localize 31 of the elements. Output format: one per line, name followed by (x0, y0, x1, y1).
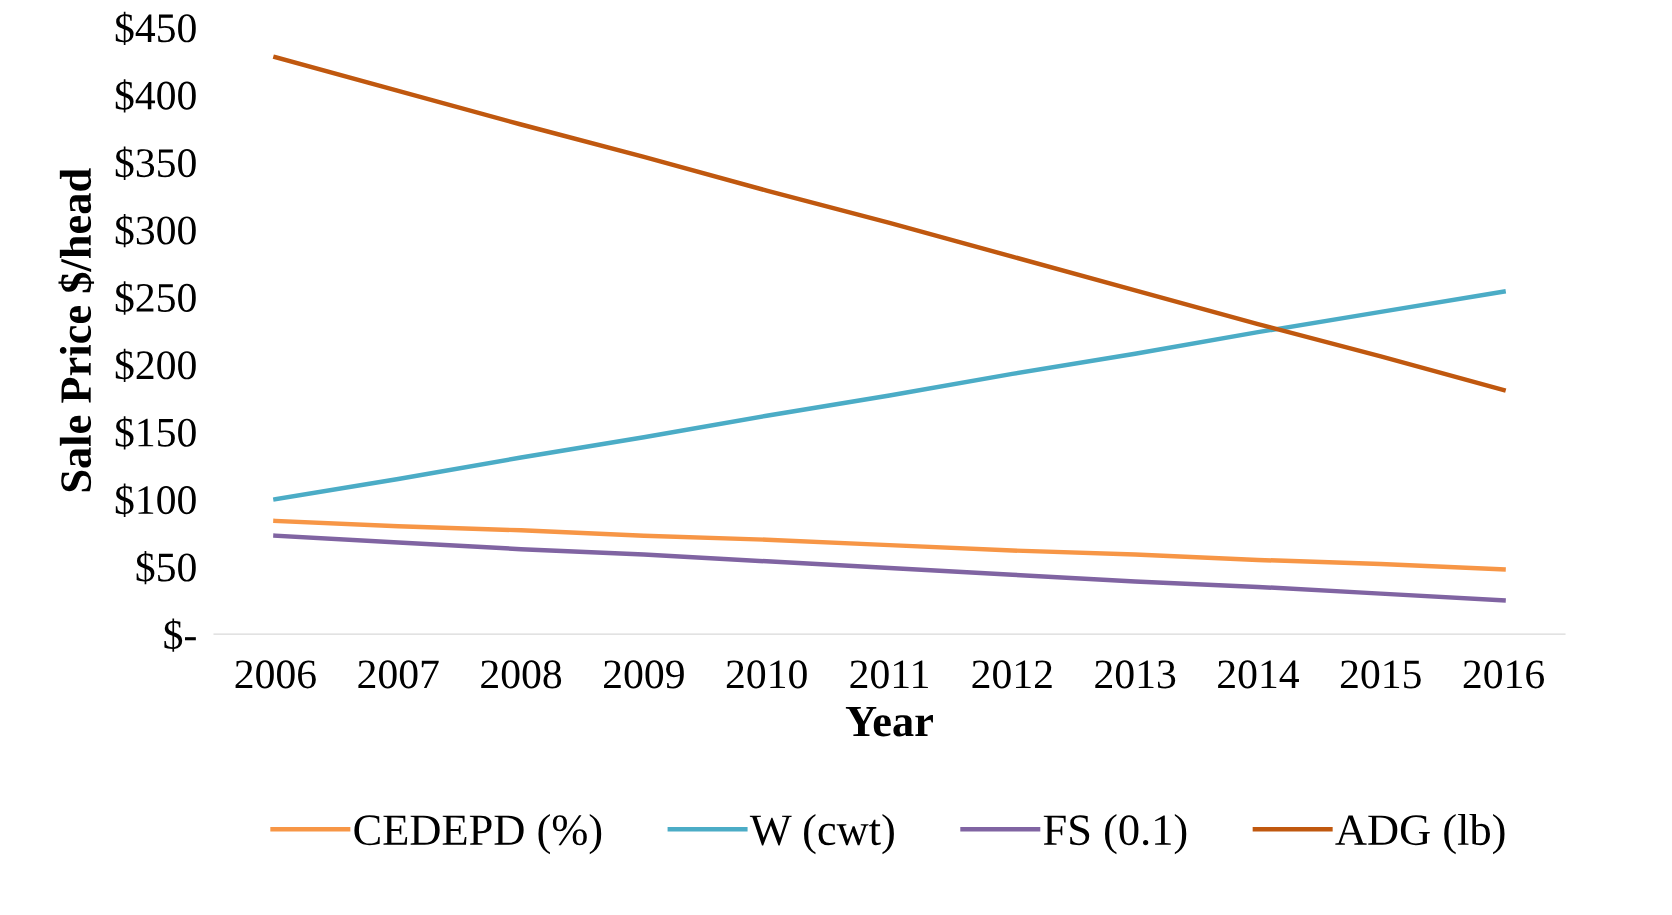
x-tick-label: 2009 (604, 660, 684, 689)
y-tick-label: $300 (115, 213, 196, 248)
y-tick-label: $100 (115, 483, 196, 517)
x-tick-label: 2008 (481, 660, 562, 689)
x-tick-label: 2012 (972, 660, 1052, 689)
y-axis-title: Sale Price $/head (58, 168, 95, 492)
y-tick-label: $- (164, 618, 196, 652)
legend-label: W (cwt) (749, 813, 894, 855)
y-tick-label: $50 (136, 550, 196, 585)
y-tick-label: $150 (115, 416, 196, 450)
line-series (273, 533, 1506, 603)
y-tick-label: $450 (115, 11, 196, 46)
x-tick-label: 2010 (726, 660, 807, 689)
y-tick-label: $250 (115, 281, 196, 315)
line-series (273, 54, 1506, 393)
y-tick-label: $200 (115, 348, 196, 383)
x-tick-label: 2014 (1218, 660, 1299, 689)
x-tick-label: 2013 (1095, 660, 1176, 689)
x-tick-label: 2016 (1463, 660, 1545, 689)
x-tick-label: 2015 (1340, 660, 1421, 689)
x-tick-label: 2007 (358, 660, 439, 689)
x-axis-title: Year (845, 706, 933, 737)
legend-label: CEDEPD (%) (354, 813, 602, 855)
line-series (273, 289, 1506, 502)
x-tick-label: 2006 (235, 660, 316, 689)
legend-label: FS (0.1) (1043, 813, 1187, 855)
line-series (273, 518, 1506, 572)
y-tick-label: $400 (115, 79, 196, 113)
x-tick-label: 2011 (850, 660, 928, 689)
legend-label: ADG (lb) (1335, 813, 1505, 855)
y-tick-label: $350 (115, 146, 196, 180)
